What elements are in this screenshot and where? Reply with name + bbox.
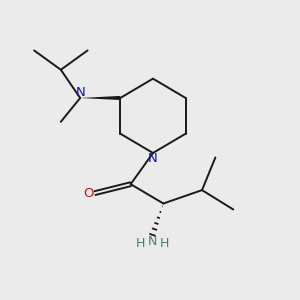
Text: N: N <box>76 86 86 99</box>
Text: N: N <box>148 152 158 165</box>
Text: H: H <box>159 237 169 250</box>
Text: O: O <box>83 187 94 200</box>
Text: N: N <box>147 235 157 248</box>
Polygon shape <box>80 96 120 100</box>
Text: H: H <box>136 237 145 250</box>
